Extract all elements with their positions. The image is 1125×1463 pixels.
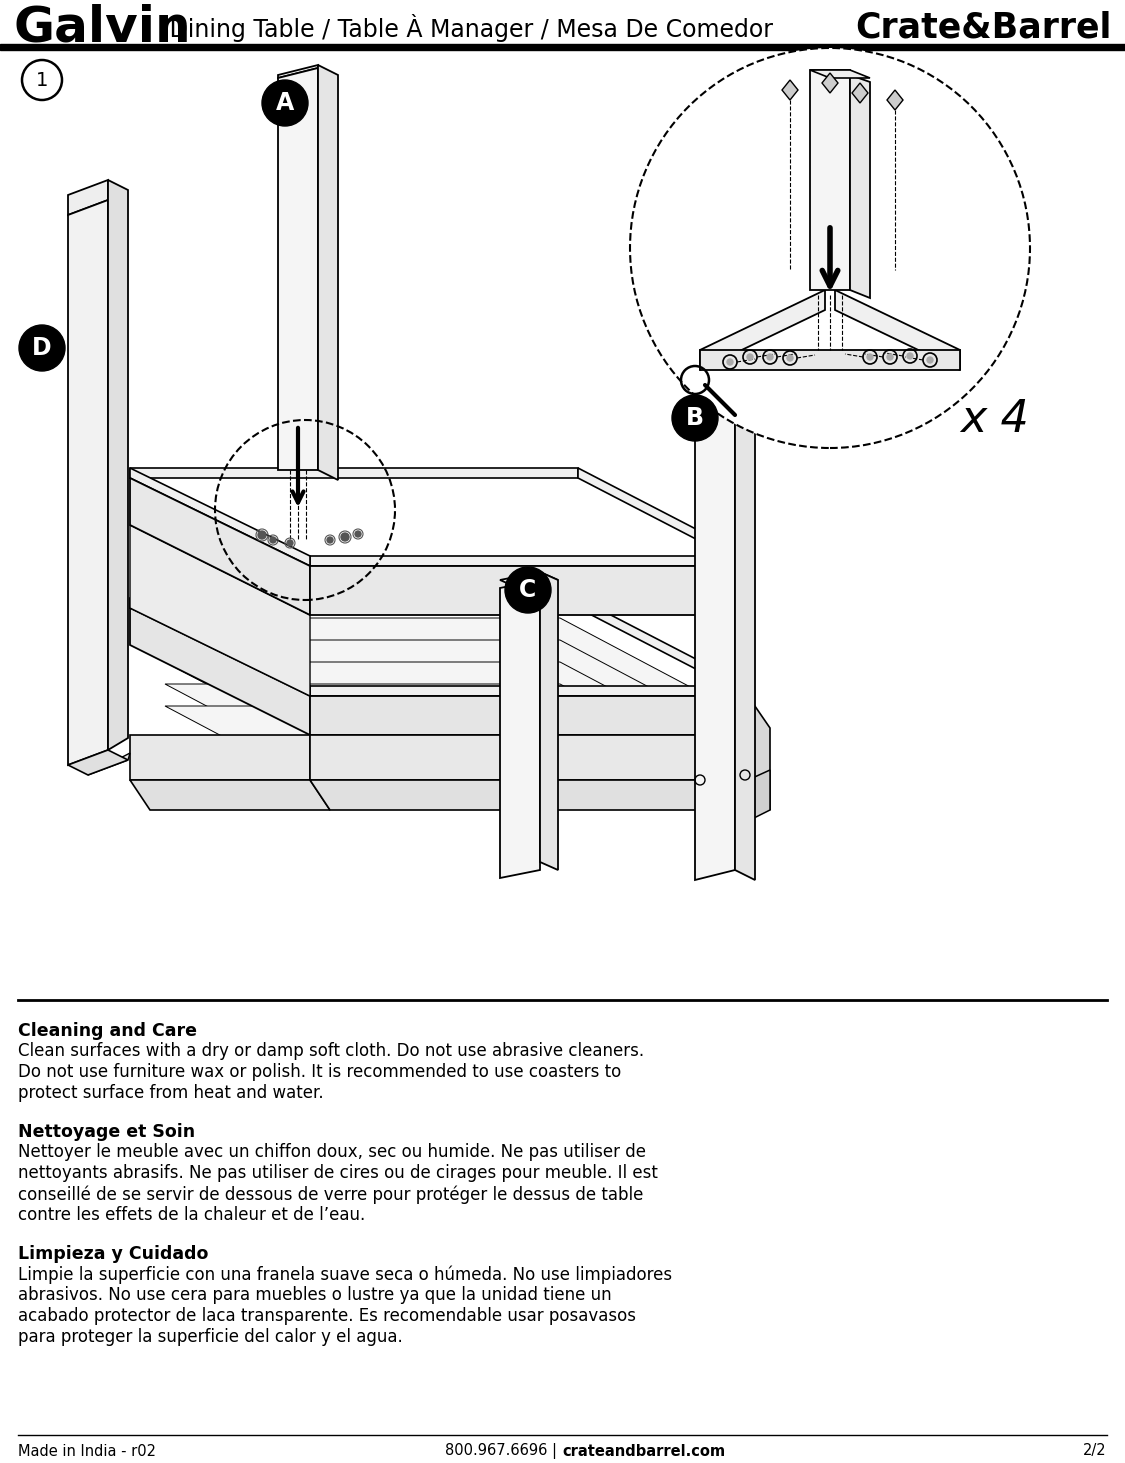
Polygon shape — [165, 617, 730, 708]
Circle shape — [907, 353, 914, 358]
Polygon shape — [500, 579, 540, 878]
Text: Crate&Barrel: Crate&Barrel — [856, 12, 1112, 45]
Text: A: A — [276, 91, 294, 116]
Polygon shape — [782, 80, 798, 99]
Polygon shape — [850, 75, 870, 298]
Text: conseillé de se servir de dessous de verre pour protéger le dessus de table: conseillé de se servir de dessous de ver… — [18, 1185, 643, 1204]
Circle shape — [262, 80, 308, 126]
Polygon shape — [88, 753, 130, 775]
Polygon shape — [310, 566, 748, 614]
Polygon shape — [130, 734, 310, 780]
Polygon shape — [68, 751, 128, 775]
Polygon shape — [310, 780, 770, 811]
Text: Nettoyer le meuble avec un chiffon doux, sec ou humide. Ne pas utiliser de: Nettoyer le meuble avec un chiffon doux,… — [18, 1143, 646, 1162]
Text: 1: 1 — [36, 70, 48, 89]
Text: Galvin: Galvin — [14, 4, 191, 53]
Polygon shape — [165, 639, 730, 730]
Polygon shape — [108, 180, 128, 751]
Polygon shape — [68, 200, 108, 765]
Text: 2/2: 2/2 — [1083, 1444, 1107, 1459]
Polygon shape — [318, 64, 337, 480]
Text: crateandbarrel.com: crateandbarrel.com — [562, 1444, 726, 1459]
Text: C: C — [520, 578, 537, 601]
Circle shape — [327, 537, 333, 543]
Polygon shape — [578, 598, 748, 696]
Circle shape — [287, 540, 292, 546]
Circle shape — [927, 357, 933, 363]
Polygon shape — [748, 770, 770, 819]
Text: Limpieza y Cuidado: Limpieza y Cuidado — [18, 1245, 208, 1263]
Polygon shape — [748, 696, 770, 811]
Polygon shape — [700, 290, 825, 370]
Circle shape — [630, 48, 1030, 448]
Circle shape — [688, 375, 701, 386]
Circle shape — [867, 354, 873, 360]
Text: 800.967.6696 |: 800.967.6696 | — [446, 1443, 562, 1459]
Polygon shape — [130, 609, 310, 734]
Polygon shape — [810, 70, 870, 78]
Polygon shape — [886, 91, 903, 110]
Circle shape — [767, 354, 773, 360]
Polygon shape — [852, 83, 868, 102]
Polygon shape — [130, 468, 578, 478]
Polygon shape — [310, 734, 748, 780]
Polygon shape — [810, 70, 850, 290]
Polygon shape — [310, 556, 748, 566]
Text: Do not use furniture wax or polish. It is recommended to use coasters to: Do not use furniture wax or polish. It i… — [18, 1064, 621, 1081]
Polygon shape — [278, 64, 318, 78]
Polygon shape — [165, 685, 730, 774]
Polygon shape — [578, 468, 748, 566]
Circle shape — [341, 533, 349, 541]
Text: para proteger la superficie del calor y el agua.: para proteger la superficie del calor y … — [18, 1328, 403, 1346]
Polygon shape — [278, 67, 318, 470]
Text: Nettoyage et Soin: Nettoyage et Soin — [18, 1124, 195, 1141]
Polygon shape — [130, 525, 310, 696]
Circle shape — [505, 568, 551, 613]
Polygon shape — [540, 572, 558, 870]
Circle shape — [886, 354, 893, 360]
Polygon shape — [695, 391, 755, 410]
Polygon shape — [700, 350, 960, 370]
Polygon shape — [822, 73, 838, 94]
Circle shape — [788, 356, 793, 361]
Polygon shape — [165, 661, 730, 752]
Text: Cleaning and Care: Cleaning and Care — [18, 1023, 197, 1040]
Polygon shape — [130, 780, 330, 811]
Text: Limpie la superficie con una franela suave seca o húmeda. No use limpiadores: Limpie la superficie con una franela sua… — [18, 1265, 672, 1283]
Circle shape — [747, 354, 753, 360]
Text: protect surface from heat and water.: protect surface from heat and water. — [18, 1084, 324, 1102]
Polygon shape — [130, 478, 310, 614]
Polygon shape — [165, 707, 730, 796]
Text: abrasivos. No use cera para muebles o lustre ya que la unidad tiene un: abrasivos. No use cera para muebles o lu… — [18, 1286, 612, 1304]
Bar — [0, 44, 1125, 50]
Polygon shape — [130, 598, 578, 609]
Polygon shape — [695, 399, 735, 881]
Text: B: B — [686, 407, 704, 430]
Text: Clean surfaces with a dry or damp soft cloth. Do not use abrasive cleaners.: Clean surfaces with a dry or damp soft c… — [18, 1042, 645, 1061]
Polygon shape — [68, 180, 108, 215]
Text: Dining Table / Table À Manager / Mesa De Comedor: Dining Table / Table À Manager / Mesa De… — [162, 15, 773, 42]
Text: acabado protector de laca transparente. Es recomendable usar posavasos: acabado protector de laca transparente. … — [18, 1306, 636, 1325]
Polygon shape — [130, 598, 310, 696]
Polygon shape — [735, 391, 755, 881]
Text: contre les effets de la chaleur et de l’eau.: contre les effets de la chaleur et de l’… — [18, 1206, 366, 1225]
Polygon shape — [130, 468, 310, 566]
Polygon shape — [310, 686, 748, 696]
Circle shape — [727, 358, 734, 364]
Polygon shape — [310, 696, 748, 734]
Circle shape — [356, 531, 361, 537]
Text: Made in India - r02: Made in India - r02 — [18, 1444, 156, 1459]
Text: x 4: x 4 — [960, 398, 1029, 442]
Circle shape — [258, 531, 266, 538]
Circle shape — [19, 325, 65, 372]
Polygon shape — [500, 572, 558, 588]
Text: D: D — [33, 336, 52, 360]
Circle shape — [672, 395, 718, 440]
Text: nettoyants abrasifs. Ne pas utiliser de cires ou de cirages pour meuble. Il est: nettoyants abrasifs. Ne pas utiliser de … — [18, 1165, 658, 1182]
Circle shape — [270, 537, 276, 543]
Polygon shape — [835, 290, 960, 370]
